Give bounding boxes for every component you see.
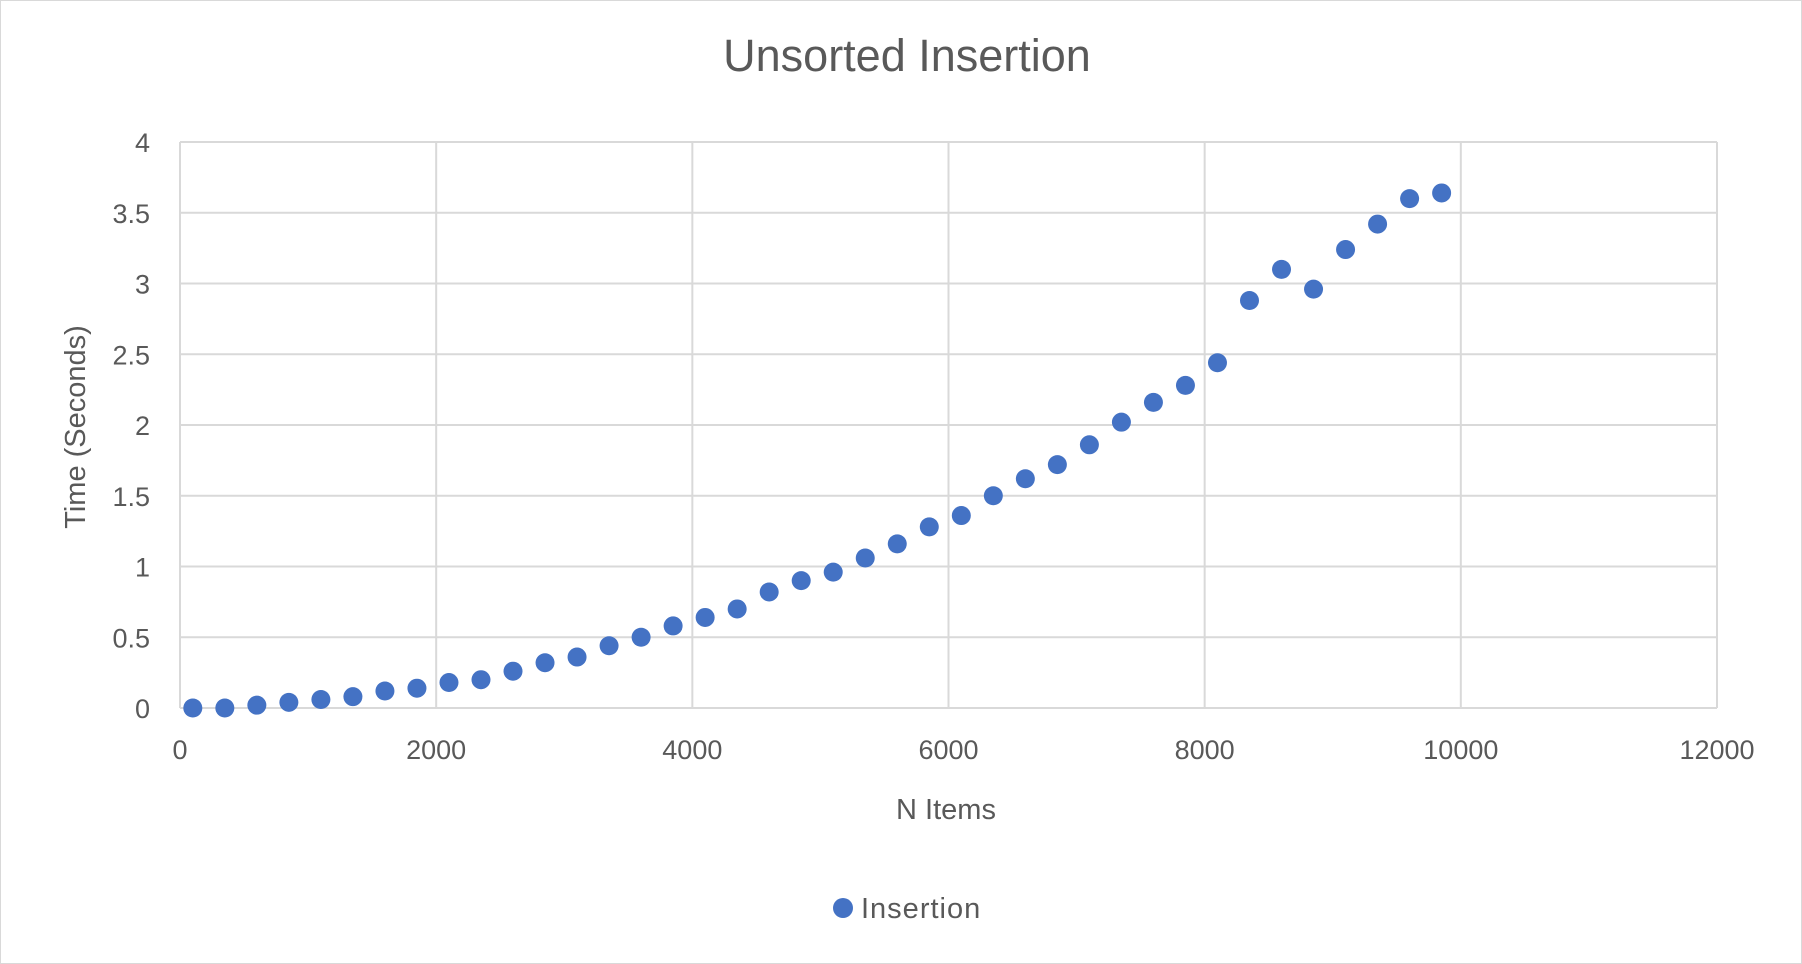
data-point-6: [375, 681, 395, 701]
data-point-17: [727, 599, 747, 619]
data-point-35: [1304, 279, 1324, 299]
data-point-32: [1207, 353, 1227, 373]
data-point-7: [407, 678, 427, 698]
x-tick-label-2: 4000: [662, 735, 722, 765]
data-point-34: [1272, 259, 1292, 279]
data-point-31: [1175, 375, 1195, 395]
y-tick-label-8: 4: [135, 128, 150, 158]
data-point-18: [759, 582, 779, 602]
data-point-4: [311, 690, 331, 710]
data-point-36: [1336, 240, 1356, 260]
data-point-16: [695, 607, 715, 627]
y-tick-label-0: 0: [135, 694, 150, 724]
data-point-24: [951, 506, 971, 526]
data-point-33: [1239, 290, 1259, 310]
legend: Insertion: [833, 893, 981, 925]
data-points: [183, 183, 1452, 718]
data-point-10: [503, 661, 523, 681]
x-tick-label-3: 6000: [918, 735, 978, 765]
x-tick-label-4: 8000: [1175, 735, 1235, 765]
data-point-37: [1368, 214, 1388, 234]
data-point-23: [919, 517, 939, 537]
y-tick-label-7: 3.5: [112, 199, 150, 229]
data-point-8: [439, 673, 459, 693]
data-point-21: [855, 548, 875, 568]
data-point-30: [1143, 392, 1163, 412]
data-point-25: [983, 486, 1003, 506]
y-axis-title: Time (Seconds): [60, 325, 92, 529]
data-point-14: [631, 627, 651, 647]
chart-title: Unsorted Insertion: [723, 30, 1091, 81]
data-point-20: [823, 562, 843, 582]
data-point-9: [471, 670, 491, 690]
y-tick-label-3: 1.5: [112, 482, 150, 512]
y-tick-label-6: 3: [135, 270, 150, 300]
data-point-5: [343, 687, 363, 707]
y-axis-ticks: 0 0.5 1 1.5 2 2.5 3 3.5 4: [112, 128, 150, 724]
x-axis-ticks: 0 2000 4000 6000 8000 10000 12000: [172, 735, 1754, 765]
data-point-19: [791, 571, 811, 591]
data-point-11: [535, 653, 555, 673]
data-point-13: [599, 636, 619, 656]
data-point-2: [247, 695, 267, 715]
data-point-15: [663, 616, 683, 636]
data-point-3: [279, 692, 299, 712]
x-tick-label-1: 2000: [406, 735, 466, 765]
data-point-28: [1079, 435, 1099, 455]
y-tick-label-1: 0.5: [112, 623, 150, 653]
data-point-22: [887, 534, 907, 554]
x-tick-label-6: 12000: [1679, 735, 1754, 765]
data-point-38: [1400, 189, 1420, 209]
y-tick-label-5: 2.5: [112, 340, 150, 370]
data-point-39: [1432, 183, 1452, 203]
data-point-27: [1047, 455, 1067, 475]
legend-marker-insertion: [833, 898, 853, 918]
legend-label-insertion: Insertion: [861, 893, 981, 925]
gridlines: [179, 141, 1718, 709]
data-point-29: [1111, 412, 1131, 432]
x-tick-label-0: 0: [172, 735, 187, 765]
y-tick-label-4: 2: [135, 411, 150, 441]
x-tick-label-5: 10000: [1423, 735, 1498, 765]
y-tick-label-2: 1: [135, 553, 150, 583]
data-point-12: [567, 647, 587, 667]
data-point-26: [1015, 469, 1035, 489]
x-axis-title: N Items: [896, 794, 996, 826]
data-point-0: [183, 698, 203, 718]
data-point-1: [215, 698, 235, 718]
